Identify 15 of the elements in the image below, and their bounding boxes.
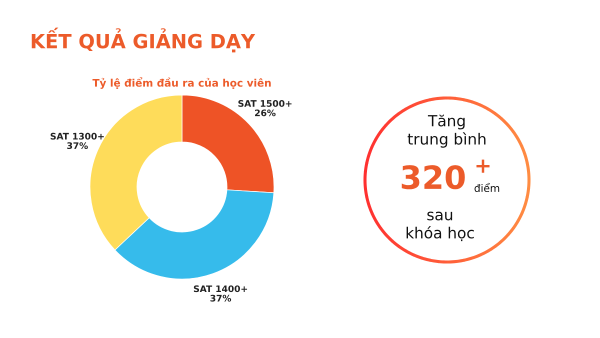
- data-label: 37%: [210, 294, 232, 302]
- slice-label: SAT 1300+: [50, 132, 104, 140]
- text: Tăng: [428, 114, 465, 130]
- slice-label: SAT 1400+: [194, 285, 248, 292]
- chart-title: KẾT QUẢ GIẢNG DẠY: [32, 28, 256, 52]
- text: điểm: [474, 182, 500, 192]
- data-label: 26%: [255, 109, 276, 116]
- text: sau: [427, 212, 452, 220]
- text: 320: [402, 165, 465, 190]
- slice-label: SAT 1500+: [238, 100, 292, 107]
- text: trung bình: [408, 132, 486, 148]
- text: khóa học: [406, 226, 474, 242]
- chart-subtitle: Tỷ lệ điểm đầu ra của học viên: [92, 77, 271, 89]
- data-label: 37%: [67, 142, 88, 150]
- text: +: [476, 160, 490, 173]
